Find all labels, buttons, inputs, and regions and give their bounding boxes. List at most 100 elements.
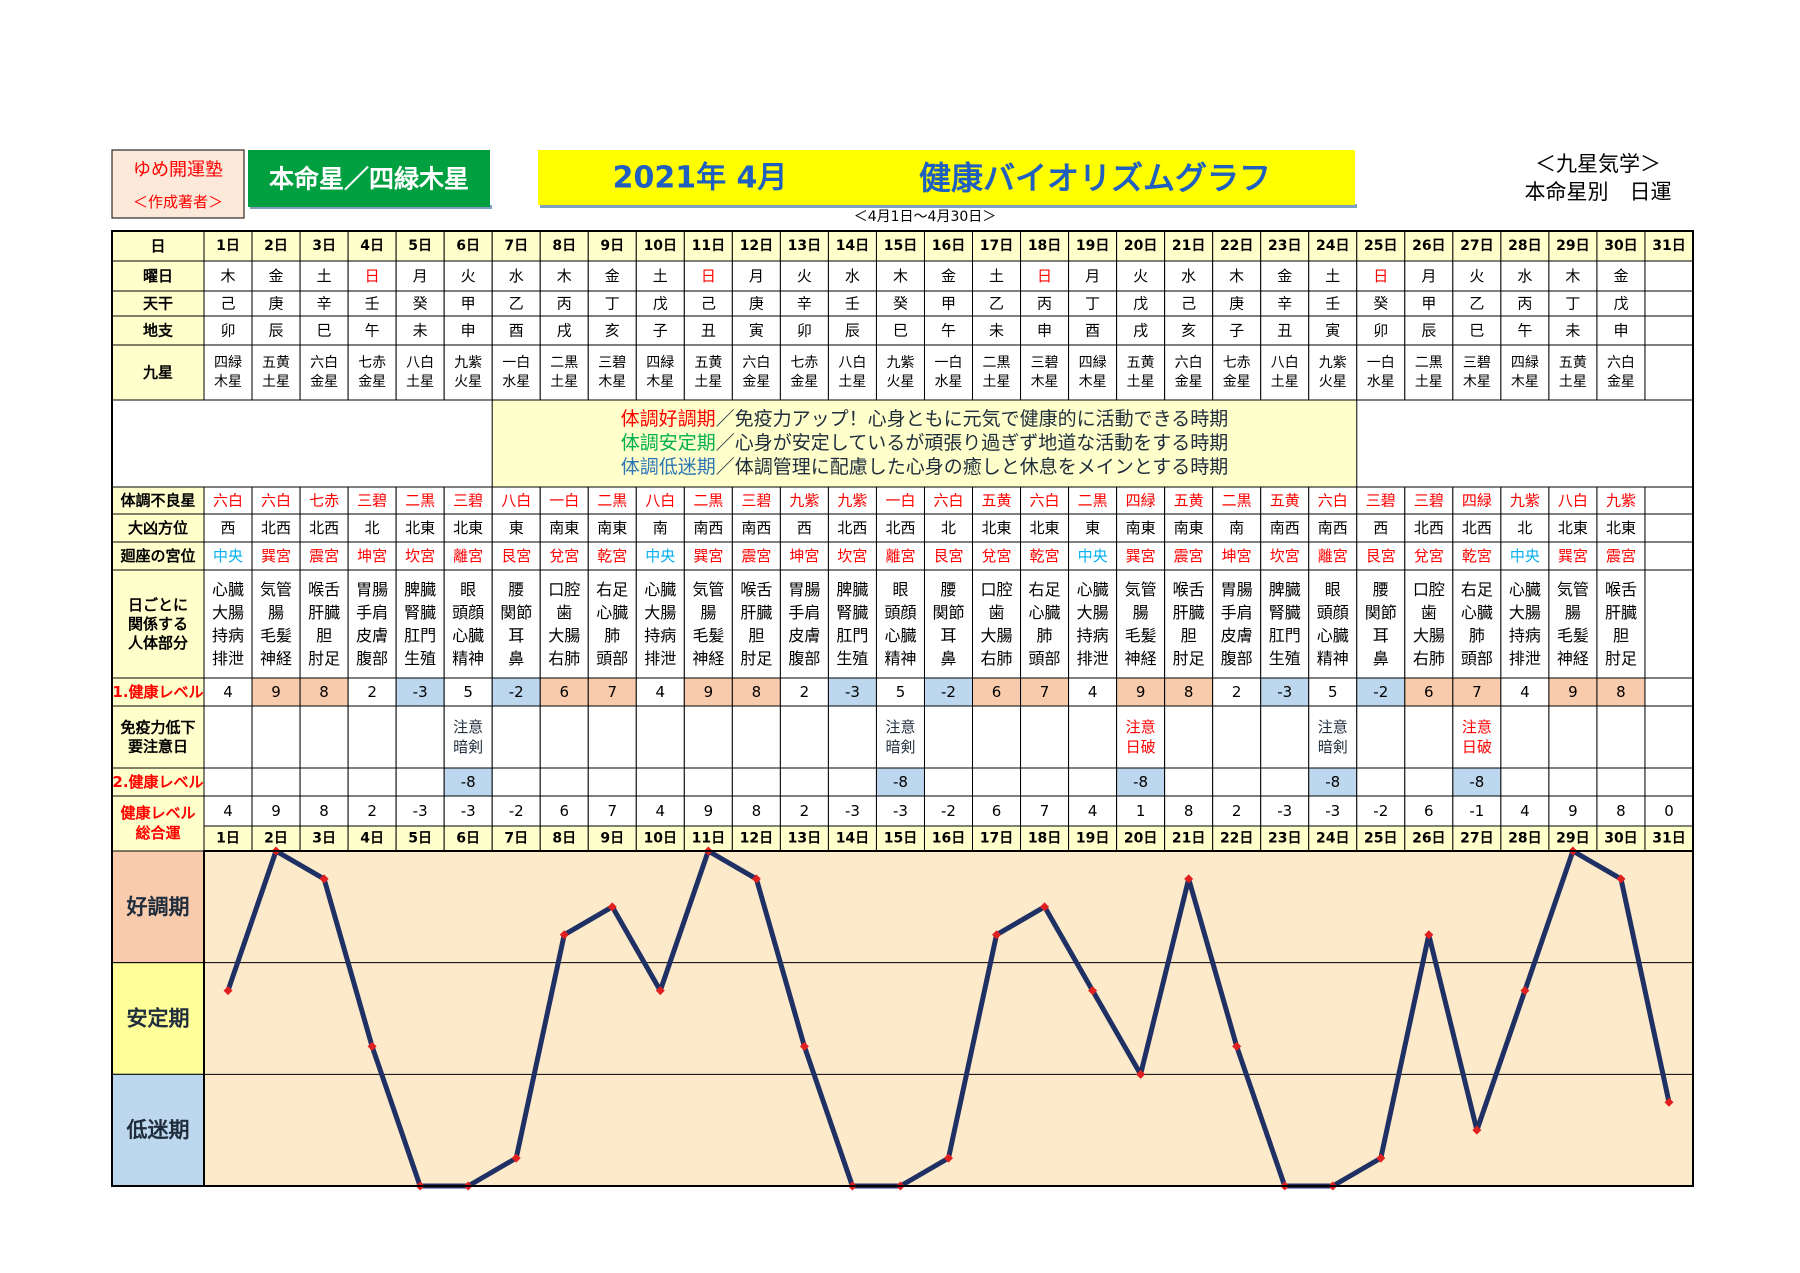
weekday: 木 [1229, 267, 1244, 285]
plot-frame [203, 850, 1694, 1187]
cell [827, 705, 877, 769]
cell [1644, 705, 1694, 769]
cell [1212, 344, 1262, 401]
stem: 戊 [653, 295, 668, 313]
star: 水星 [502, 374, 530, 390]
body-part: 手肩 [788, 603, 820, 622]
day: 12日 [740, 831, 773, 847]
palace: 坎宮 [405, 547, 435, 565]
cell [203, 344, 253, 401]
star: 金星 [358, 374, 386, 390]
star: 金星 [310, 374, 338, 390]
body-part: 喉舌 [740, 580, 772, 599]
body-part: 大腸 [212, 603, 244, 622]
cell [299, 825, 349, 852]
cell [1068, 569, 1118, 679]
cell [1164, 705, 1214, 769]
bad-direction: 北東 [405, 519, 435, 537]
body-part: 腰 [508, 580, 524, 599]
body-part: 排泄 [1077, 649, 1109, 668]
cell [875, 260, 925, 292]
cell [1644, 541, 1694, 571]
school: ゆめ開運塾 [133, 159, 223, 181]
cell [972, 825, 1022, 852]
marker [1472, 1125, 1482, 1135]
branch: 辰 [845, 322, 860, 340]
cell [635, 795, 685, 827]
cell [731, 825, 781, 852]
cell [827, 290, 877, 317]
star: 木星 [646, 374, 674, 390]
marker [1520, 986, 1530, 996]
bad-direction: 北 [365, 519, 380, 537]
day: 15日 [884, 831, 917, 847]
bad-direction: 北東 [982, 519, 1012, 537]
body-part: 心臓 [884, 626, 916, 645]
star: 二黒 [983, 355, 1011, 371]
cell [1164, 569, 1214, 679]
star: 木星 [598, 374, 626, 390]
level-2: -8 [1469, 773, 1484, 791]
cell [731, 513, 781, 543]
cell [1116, 290, 1166, 317]
level-1: 5 [463, 683, 473, 701]
star: 土星 [983, 374, 1011, 390]
label-cell [111, 767, 205, 797]
bad-star: 四緑 [1126, 492, 1156, 510]
total: -3 [1325, 802, 1340, 820]
cell [1164, 230, 1214, 262]
body-part: 大腸 [1077, 603, 1109, 622]
day: 23日 [1268, 831, 1301, 847]
branch: 午 [1517, 322, 1532, 340]
total: 1 [1136, 802, 1146, 820]
bad-star: 二黒 [1222, 492, 1252, 510]
bad-direction: 南 [1229, 519, 1244, 537]
body-part: 神経 [1125, 649, 1157, 668]
body-part: 気管 [692, 580, 724, 599]
marker [1184, 874, 1194, 884]
body-part: 肘足 [740, 649, 772, 668]
body-part: 口腔 [548, 580, 580, 599]
cell [443, 569, 493, 679]
marker [367, 1041, 377, 1051]
day: 29日 [1556, 238, 1589, 254]
total: -3 [845, 802, 860, 820]
palace: 艮宮 [501, 547, 531, 565]
cell [587, 767, 637, 797]
stem: 丁 [605, 295, 620, 313]
cell [635, 290, 685, 317]
total: 8 [752, 802, 762, 820]
body-part: 鼻 [940, 649, 956, 668]
body-part: 大腸 [981, 626, 1013, 645]
bad-star: 六白 [261, 492, 291, 510]
day: 6日 [456, 831, 480, 847]
cell [1068, 767, 1118, 797]
level-1: 4 [223, 683, 233, 701]
bad-direction: 西 [221, 519, 236, 537]
star: 土星 [694, 374, 722, 390]
star: 木星 [1079, 374, 1107, 390]
star: 一白 [935, 355, 963, 371]
star: 金星 [790, 374, 818, 390]
cell [923, 705, 974, 769]
level-1: 5 [896, 683, 906, 701]
branch: 亥 [605, 322, 620, 340]
branch: 戌 [1133, 322, 1148, 340]
palace: 兌宮 [982, 547, 1012, 565]
body-part: 関節 [932, 603, 964, 622]
cell [1308, 825, 1358, 852]
cell [827, 260, 877, 292]
bad-direction: 北東 [1030, 519, 1060, 537]
level-1: -2 [509, 683, 524, 701]
marker [223, 986, 233, 996]
label-cell [111, 795, 205, 852]
palace: 巽宮 [261, 547, 291, 565]
band-label: 好調期 [126, 895, 190, 919]
palace: 巽宮 [1558, 547, 1588, 565]
stem: 戊 [1133, 295, 1148, 313]
body-part: 胃腸 [1221, 580, 1253, 599]
cell [1116, 344, 1166, 401]
branch: 未 [1565, 322, 1580, 340]
body-part: 心臓 [644, 580, 676, 599]
